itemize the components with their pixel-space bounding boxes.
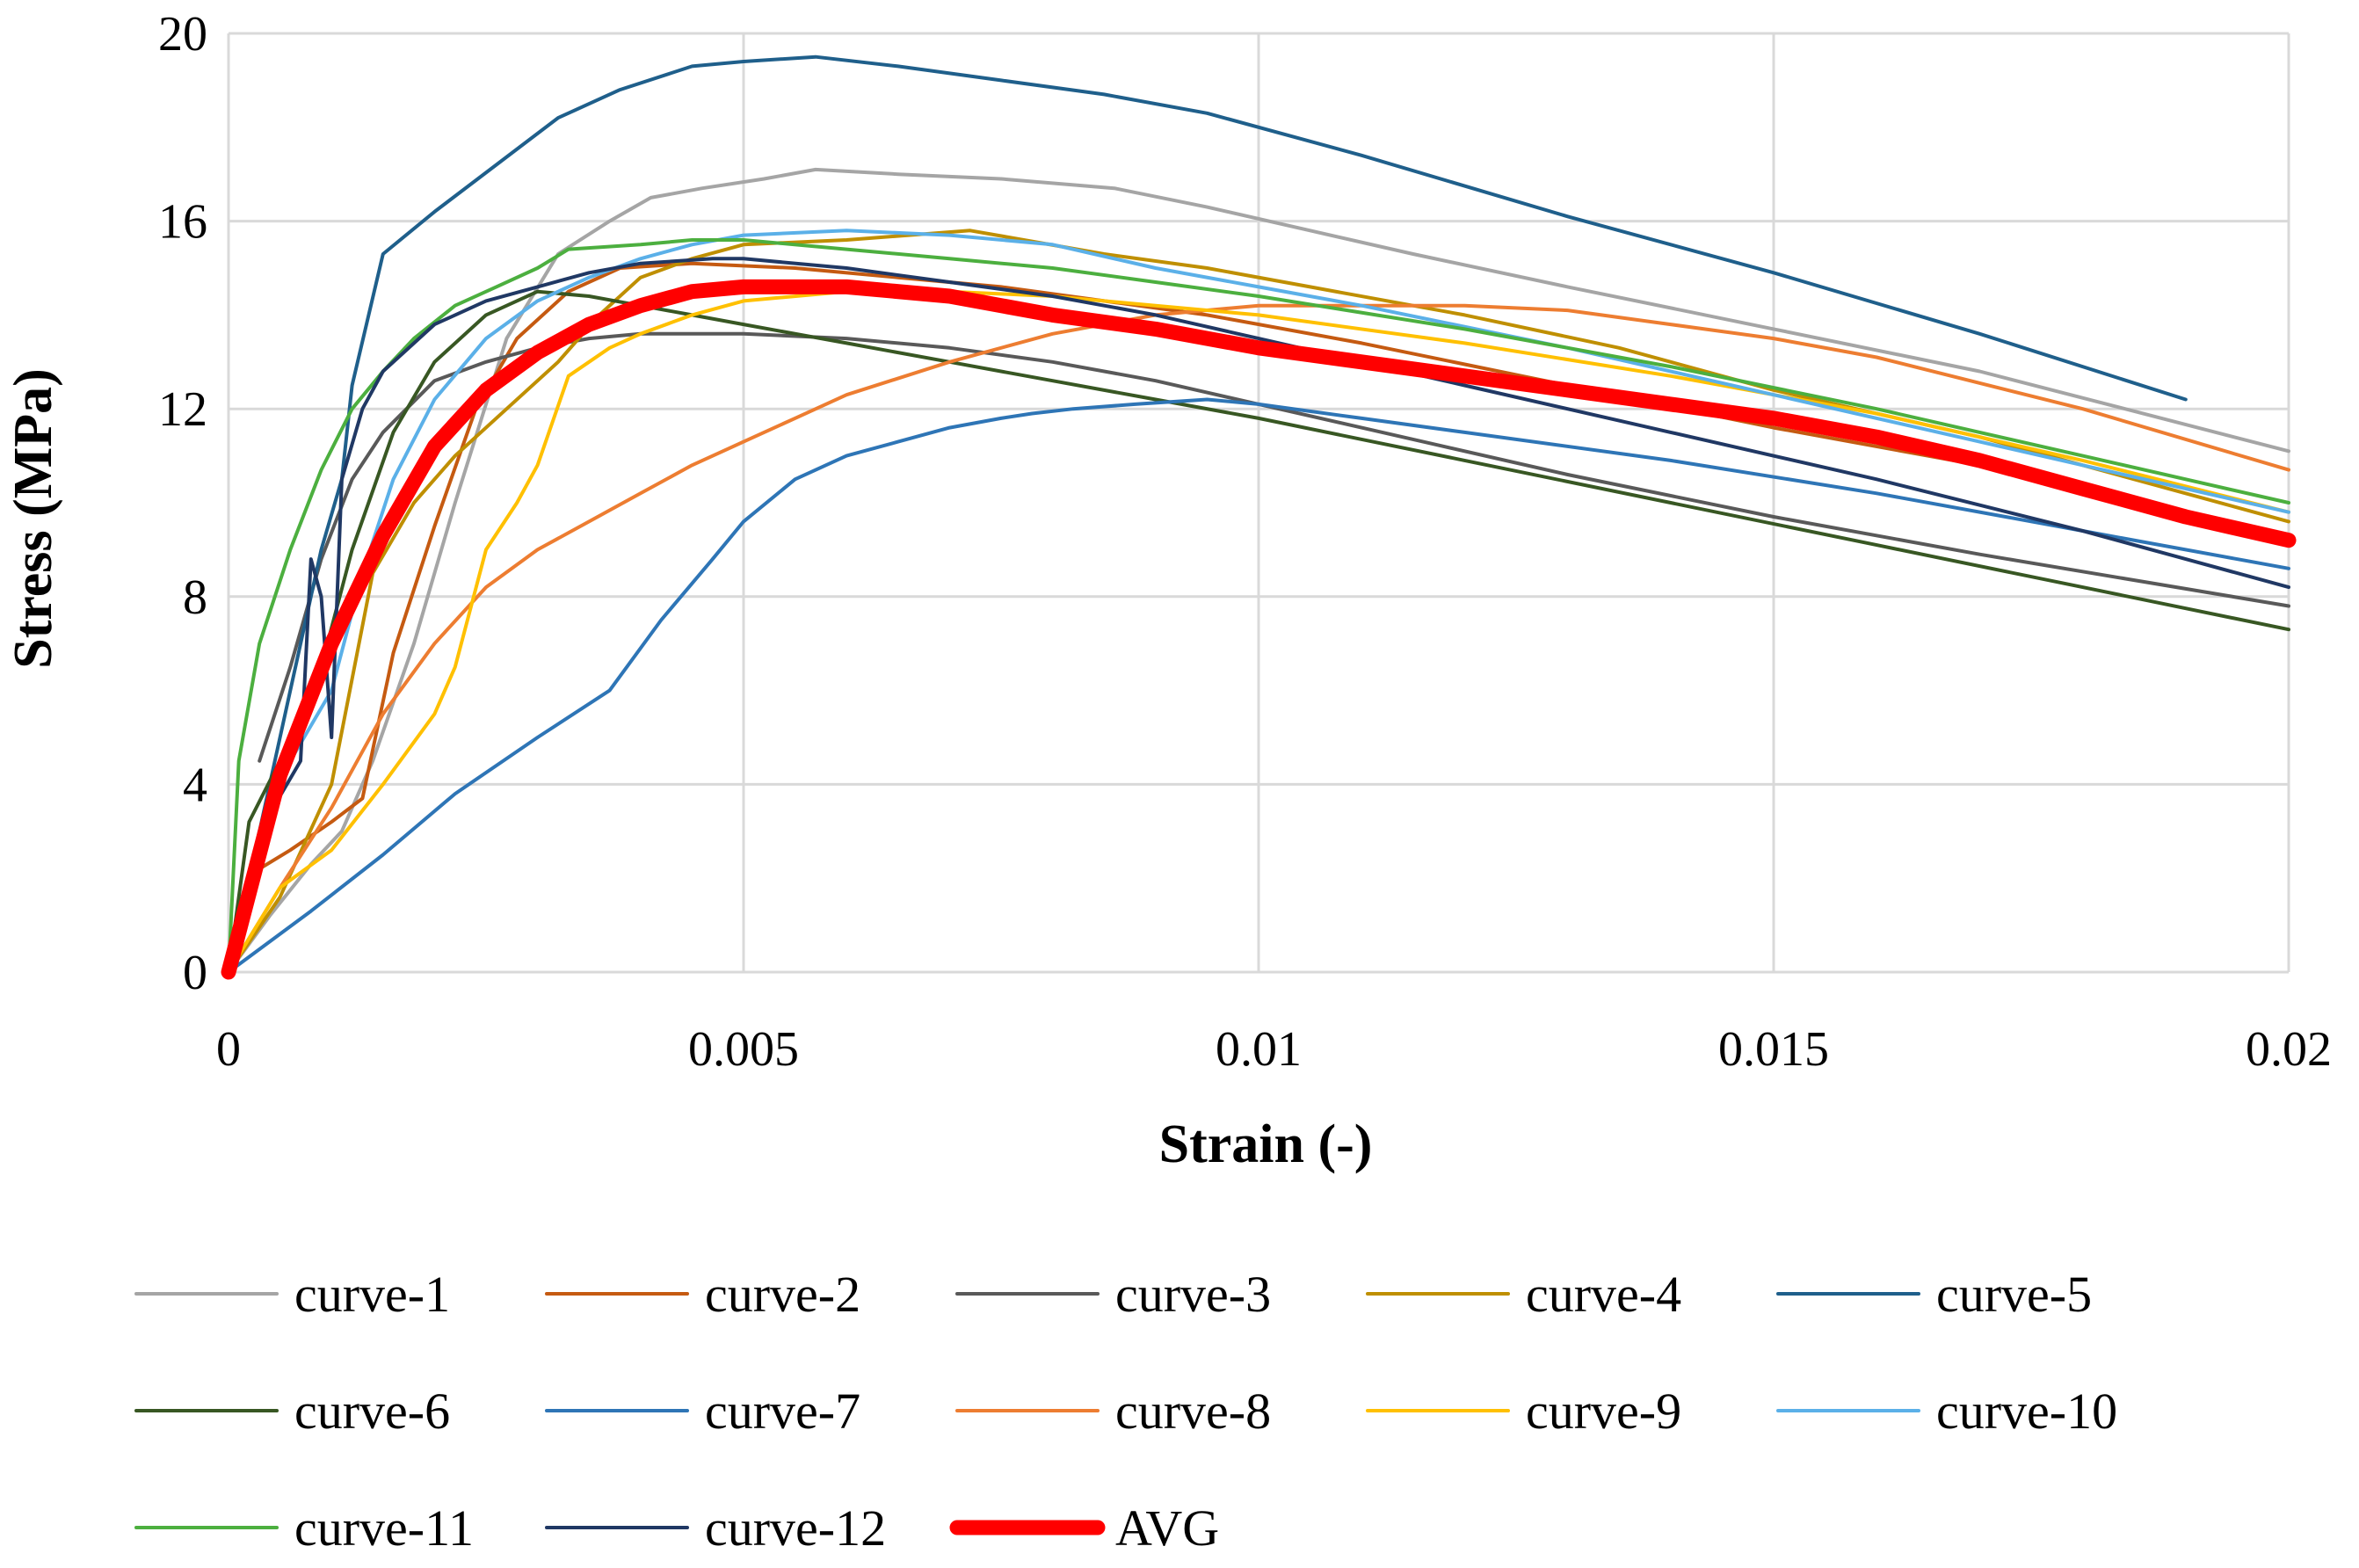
series-line-curve-2	[227, 261, 2290, 974]
series-line-curve-9	[227, 289, 2290, 974]
legend-label: curve-1	[294, 1266, 450, 1323]
legend-label: curve-9	[1526, 1383, 1681, 1440]
series-lines	[221, 54, 2297, 980]
series-line-curve-7	[227, 397, 2290, 974]
series-line-curve-4	[227, 229, 2290, 974]
x-tick-label: 0.015	[1718, 1022, 1829, 1077]
y-tick-label: 16	[158, 195, 207, 250]
legend-label: curve-3	[1115, 1266, 1271, 1323]
y-tick-label: 12	[158, 382, 207, 437]
series-line-curve-8	[227, 303, 2290, 974]
legend-label: curve-8	[1115, 1383, 1271, 1440]
x-tick-label: 0.005	[688, 1022, 799, 1077]
x-axis-title: Strain (-)	[1159, 1114, 1373, 1174]
series-line-curve-11	[227, 238, 2290, 974]
legend-label: curve-2	[705, 1266, 860, 1323]
x-tick-label: 0.02	[2246, 1022, 2332, 1077]
legend-label: AVG	[1115, 1499, 1219, 1557]
legend-label: curve-10	[1936, 1383, 2117, 1440]
legend-label: curve-12	[705, 1499, 886, 1557]
series-line-curve-5	[227, 54, 2188, 974]
series-line-avg	[221, 279, 2297, 980]
x-tick-label: 0	[216, 1022, 241, 1077]
series-line-curve-3	[258, 331, 2290, 763]
legend-label: curve-4	[1526, 1266, 1681, 1323]
y-axis-title: Stress (MPa)	[4, 368, 63, 668]
tick-labels: 0 4 8 12 16 20 0 0.005 0.01 0.015 0.02	[158, 7, 2332, 1077]
legend-label: curve-6	[294, 1383, 450, 1440]
y-tick-label: 4	[183, 758, 207, 812]
x-tick-label: 0.01	[1216, 1022, 1302, 1077]
y-tick-label: 8	[183, 570, 207, 625]
y-tick-label: 0	[183, 946, 207, 1000]
y-tick-label: 20	[158, 7, 207, 62]
legend-label: curve-7	[705, 1383, 860, 1440]
grid	[227, 32, 2290, 974]
legend-label: curve-5	[1936, 1266, 2092, 1323]
legend-label: curve-11	[294, 1499, 474, 1557]
legend: curve-1 curve-2 curve-3 curve-4 curve-5 curve…	[134, 1266, 2117, 1557]
